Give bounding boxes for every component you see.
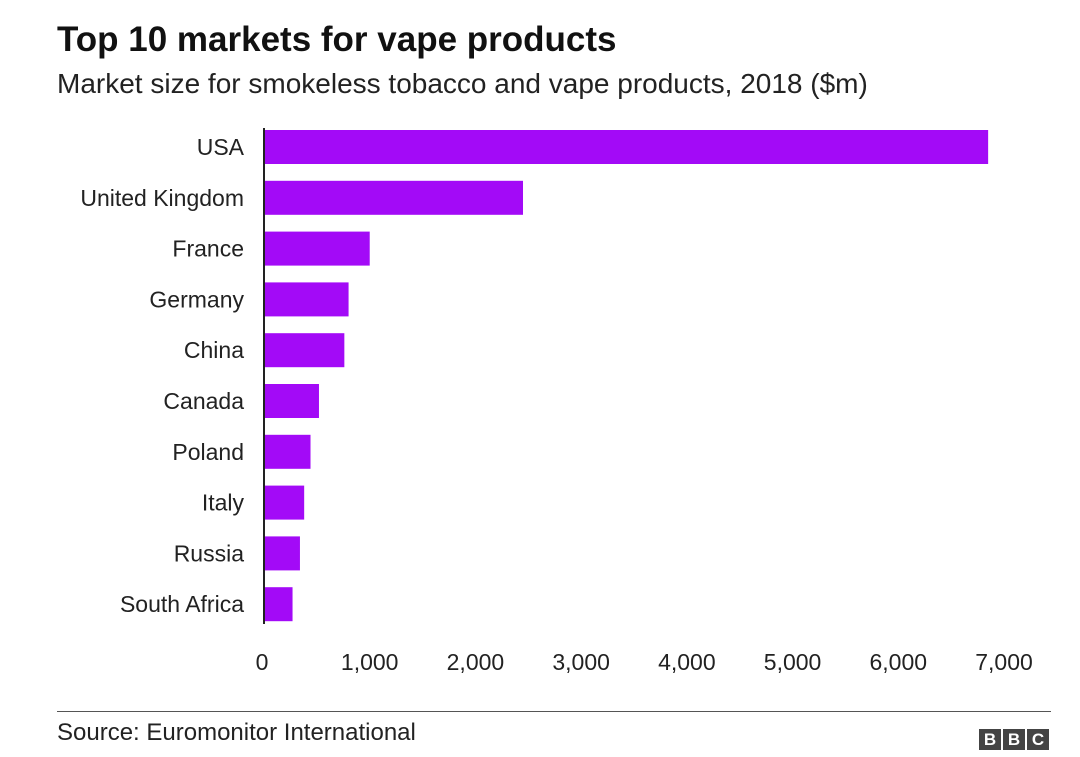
chart-title: Top 10 markets for vape products [57,20,617,59]
x-tick-label: 1,000 [341,649,399,675]
category-label: Poland [172,439,244,465]
category-label: Canada [163,388,244,414]
footer-divider [57,711,1051,712]
category-label: USA [197,134,245,160]
bar [264,384,319,418]
category-label: China [184,337,244,363]
logo-letter: C [1027,729,1049,750]
bar [264,231,370,266]
bar [264,485,305,520]
category-label: United Kingdom [80,185,244,211]
bar [264,130,989,164]
category-label: Italy [202,490,245,516]
category-label: Russia [174,540,245,566]
bbc-logo: B B C [979,729,1049,750]
bar [264,333,345,368]
logo-letter: B [979,729,1001,750]
x-tick-label: 6,000 [870,649,928,675]
x-tick-label: 2,000 [447,649,505,675]
bar [264,282,349,317]
logo-letter: B [1003,729,1025,750]
bar [264,587,293,622]
bar-chart: USA United Kingdom France Germany China Canad… [80,128,1033,675]
category-label: South Africa [120,591,244,617]
bar [264,180,523,215]
source-note: Source: Euromonitor International [57,719,416,746]
chart-subtitle: Market size for smokeless tobacco and va… [57,68,868,99]
x-tick-label: 4,000 [658,649,716,675]
x-tick-label: 7,000 [975,649,1033,675]
category-label: Germany [149,286,244,312]
x-tick-label: 5,000 [764,649,822,675]
bar [264,434,311,469]
x-tick-label: 0 [256,649,269,675]
category-label: France [172,236,244,262]
bar [264,536,300,571]
x-tick-label: 3,000 [552,649,610,675]
